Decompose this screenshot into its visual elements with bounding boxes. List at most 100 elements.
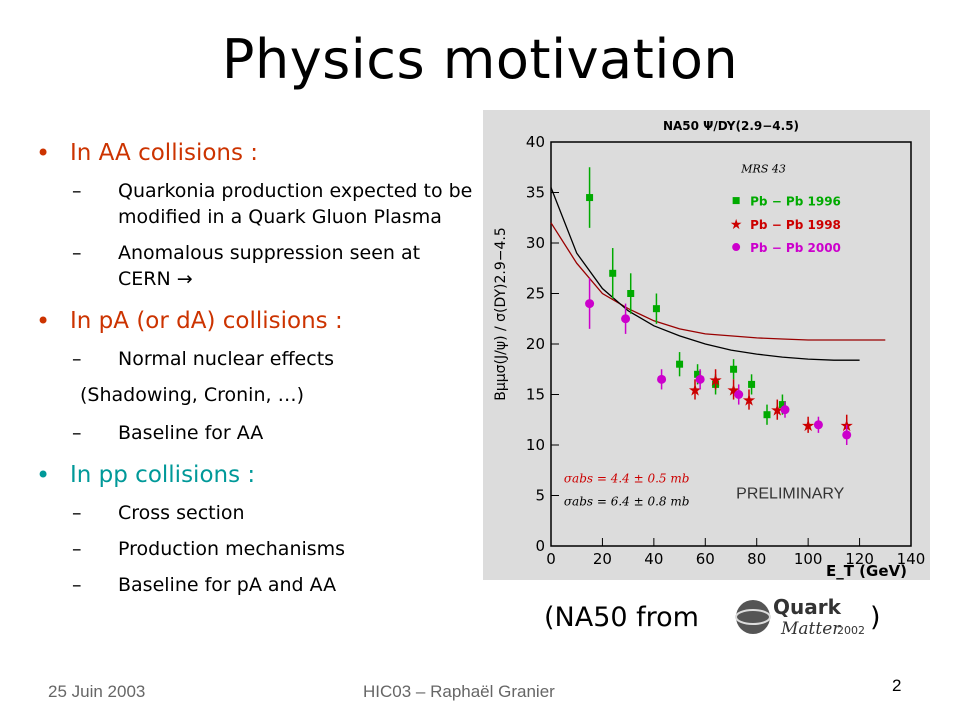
caption-before: (NA50 from [544,602,699,633]
bullet-list: • In AA collisions : – Quarkonia product… [36,138,476,608]
x-tick-label: 100 [794,550,823,568]
data-point [778,401,786,409]
chart-annotation: MRS 43 [740,162,786,175]
dash: – [72,242,82,264]
data-point [813,420,823,430]
sub-bullet-text: Normal nuclear effects [118,348,335,370]
data-point: ★ [742,391,756,410]
x-tick-label: 60 [696,550,715,568]
footer-center: HIC03 – Raphaël Granier [363,682,555,701]
logo-svg: Quark Matter 2002 [735,595,865,639]
data-point [734,390,744,399]
sigma-line-2: σabs = 6.4 ± 0.8 mb [564,495,690,509]
data-point [763,411,771,419]
data-point [609,269,617,277]
dash: – [72,348,82,370]
sub-bullet: – Normal nuclear effects [36,346,476,372]
bullet-dot: • [36,139,51,167]
bullet-dot: • [36,307,51,335]
data-point [627,290,635,297]
dash: – [72,180,82,202]
sub-bullet-text: Baseline for AA [118,422,264,444]
bullet-aa: • In AA collisions : [36,138,476,168]
bullet-dot: • [36,461,51,489]
dash: – [72,502,82,524]
y-tick-label: 20 [526,335,545,353]
legend-label: Pb − Pb 2000 [750,241,841,255]
y-tick-label: 30 [526,234,545,252]
y-tick-label: 5 [535,487,545,505]
data-point [842,430,852,440]
y-tick-label: 10 [526,436,545,454]
sub-bullet-text: Production mechanisms [118,538,346,560]
data-point: ★ [801,416,815,435]
bullet-pa-label: In pA (or dA) collisions : [70,308,343,334]
y-tick-label: 40 [526,133,545,151]
watermark: PRELIMINARY [736,486,845,503]
logo-orbit [735,609,771,625]
curve-black [550,187,860,361]
x-tick-label: 0 [546,550,556,568]
quark-matter-logo: Quark Matter 2002 [733,592,868,642]
bullet-pp-label: In pp collisions : [70,462,256,488]
x-tick-label: 120 [845,550,874,568]
data-point [730,365,738,373]
sub-bullet: – Baseline for AA [36,420,476,446]
data-point: ★ [708,370,722,389]
bullet-pa: • In pA (or dA) collisions : [36,306,476,336]
caption-after: ) [870,602,881,633]
legend-label: Pb − Pb 1998 [750,218,841,232]
legend-marker [732,197,740,205]
data-point: ★ [688,380,702,399]
data-point [748,380,756,388]
dash: – [72,422,82,444]
x-tick-label: 40 [644,550,663,568]
footer-page: 2 [892,676,902,695]
data-point [694,370,702,378]
logo-circle [736,600,770,634]
sub-bullet-text: Baseline for pA and AA [118,574,337,596]
y-tick-label: 15 [526,386,545,404]
sigma-line-1: σabs = 4.4 ± 0.5 mb [564,471,690,485]
logo-year: 2002 [837,624,865,637]
slide-title: Physics motivation [221,28,739,91]
footer-date: 25 Juin 2003 [48,682,146,701]
sub-bullet-text: Anomalous suppression seen at CERN → [118,242,421,290]
sub-bullet: – Production mechanisms [36,536,476,562]
sub-bullet: – Quarkonia production expected to be mo… [36,178,476,230]
y-axis-label: Bμμσ(J/ψ) / σ(DY)2.9−4.5 [493,227,509,401]
chart-svg: NA50 Ψ/DY(2.9−4.5)MRS 430 20 40 60 80 100 120 1… [493,119,926,580]
x-tick-label: 80 [747,550,766,568]
caption: (NA50 from [544,602,699,633]
y-tick-label: 35 [526,184,545,202]
plot-frame [550,141,912,547]
curve-red [550,222,886,341]
data-point [652,305,660,313]
x-tick-label: 140 [897,550,926,568]
sub-bullet: – Cross section [36,500,476,526]
bullet-pp: • In pp collisions : [36,460,476,490]
y-tick-label: 25 [526,285,545,303]
x-tick-label: 20 [593,550,612,568]
logo-matter: Matter [780,619,841,639]
x-axis-label: E_T (GeV) [826,562,907,580]
bullet-aa-label: In AA collisions : [70,140,259,166]
dash: – [72,574,82,596]
data-point [585,299,595,309]
data-point [621,314,631,324]
legend-marker [732,243,741,252]
data-point: ★ [770,401,784,420]
plain-line: (Shadowing, Cronin, …) [80,384,304,406]
dash: – [72,538,82,560]
data-point [695,374,705,384]
y-tick-label: 0 [535,537,545,555]
na50-chart: NA50 Ψ/DY(2.9−4.5) MRS 43 0 20 40 60 80 100 120 1… [483,110,930,580]
sub-bullet: – Baseline for pA and AA [36,572,476,598]
logo-quark: Quark [773,595,842,619]
data-point [657,374,667,384]
legend-marker: ★ [730,217,743,233]
chart-title: NA50 Ψ/DY(2.9−4.5) [663,119,799,133]
data-point [586,194,594,202]
sub-bullet: – Anomalous suppression seen at CERN → [36,240,476,292]
data-point [676,360,684,368]
